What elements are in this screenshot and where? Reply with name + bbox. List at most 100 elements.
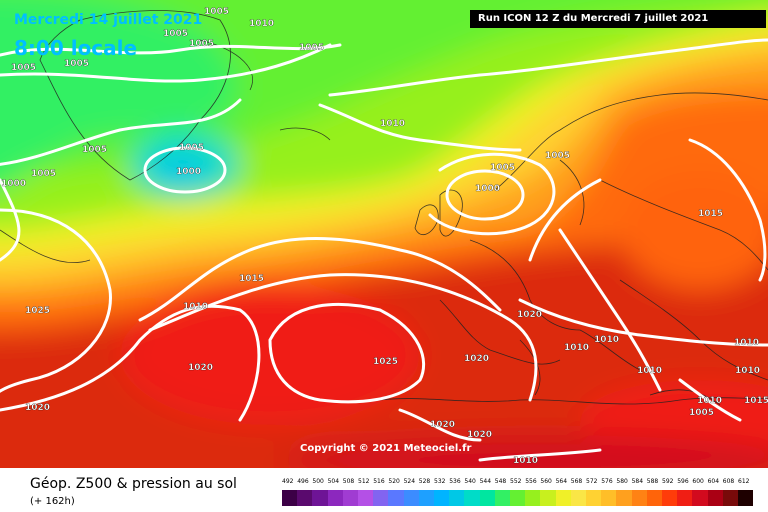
legend-color-swatch: [692, 490, 708, 506]
legend-color-swatch: [662, 490, 678, 506]
legend-color-swatch: [616, 490, 632, 506]
legend-value-label: 592: [662, 478, 674, 485]
legend-value-label: 528: [418, 478, 431, 485]
isobar-label: 1015: [744, 396, 768, 406]
isobar-label: 1010: [734, 338, 759, 348]
legend-color-swatch: [327, 490, 343, 506]
isobar-label: 1020: [517, 310, 542, 320]
isobar-label: 1010: [564, 343, 589, 353]
legend-value-label: 604: [707, 478, 720, 485]
legend-value-label: 504: [327, 478, 340, 485]
isobar-label: 1010: [513, 456, 538, 466]
coastlines: [0, 10, 768, 406]
weather-map: 1005 1010 1005 1005 1005 1005 1005 1010 …: [0, 0, 768, 468]
isobar-label: 1015: [698, 209, 723, 219]
isobar-label: 1005: [179, 143, 204, 153]
isobar-label: 1005: [163, 29, 188, 39]
legend-value-label: 612: [738, 478, 750, 485]
isobar-label: 1010: [697, 396, 722, 406]
isobar-label: 1010: [183, 302, 208, 312]
isobar-label: 1005: [204, 7, 229, 17]
legend-color-swatch: [646, 490, 662, 506]
forecast-date: Mercredi 14 juillet 2021: [14, 12, 203, 28]
legend-color-swatch: [449, 490, 465, 506]
legend-color-swatch: [677, 490, 693, 506]
legend-color-swatch: [525, 490, 541, 506]
legend-color-swatch: [555, 490, 571, 506]
legend-value-label: 548: [494, 478, 507, 485]
map-variable-title: Géop. Z500 & pression au sol: [30, 476, 237, 492]
isobar-label: 1010: [380, 119, 405, 129]
forecast-time: 8:00 locale: [14, 36, 138, 60]
forecast-lead-time: (+ 162h): [30, 496, 75, 507]
legend-value-label: 512: [358, 478, 370, 485]
legend-value-label: 580: [616, 478, 628, 485]
legend-value-label: 524: [403, 478, 416, 485]
isobar-labels: 1005 1010 1005 1005 1005 1005 1005 1010 …: [1, 7, 768, 466]
legend-color-swatch: [631, 490, 647, 506]
isobar-label: 1020: [467, 430, 492, 440]
legend-color-swatch: [342, 490, 358, 506]
legend-color-swatch: [464, 490, 480, 506]
legend-value-label: 584: [631, 478, 644, 485]
isobar-label: 1020: [25, 403, 50, 413]
legend-color-swatch: [601, 490, 617, 506]
isobar-label: 1020: [430, 420, 455, 430]
legend-value-label: 520: [388, 478, 400, 485]
legend-value-label: 596: [677, 478, 689, 485]
legend-value-label: 492: [282, 478, 294, 485]
legend-value-label: 572: [586, 478, 598, 485]
isobar-label: 1005: [490, 163, 515, 173]
copyright-notice: Copyright © 2021 Meteociel.fr: [300, 443, 472, 454]
isobar-label: 1010: [249, 19, 274, 29]
legend-value-label: 564: [555, 478, 568, 485]
legend-color-swatch: [479, 490, 495, 506]
isobar-label: 1020: [188, 363, 213, 373]
legend-color-swatch: [510, 490, 526, 506]
legend-color-swatch: [403, 490, 419, 506]
legend-value-label: 516: [373, 478, 385, 485]
legend-value-label: 540: [464, 478, 476, 485]
legend-value-label: 588: [646, 478, 659, 485]
legend-value-label: 568: [570, 478, 583, 485]
isobar-label: 1000: [1, 179, 26, 189]
legend-color-swatch: [434, 490, 450, 506]
isobars: [0, 38, 768, 462]
legend-color-swatch: [738, 490, 754, 506]
isobar-label: 1025: [373, 357, 398, 367]
legend-color-swatch: [494, 490, 510, 506]
isobar-label: 1010: [735, 366, 760, 376]
isobar-label: 1005: [545, 151, 570, 161]
legend-color-swatch: [312, 490, 328, 506]
legend-value-label: 544: [479, 478, 492, 485]
isobar-label: 1010: [594, 335, 619, 345]
legend-color-swatch: [707, 490, 723, 506]
map-footer: Géop. Z500 & pression au sol (+ 162h) 49…: [0, 468, 768, 512]
legend-value-label: 500: [312, 478, 324, 485]
legend-value-label: 600: [692, 478, 704, 485]
isobar-label: 1005: [689, 408, 714, 418]
legend-color-swatch: [570, 490, 586, 506]
isobar-label: 1015: [239, 274, 264, 284]
isobar-label: 1000: [176, 167, 201, 177]
legend-color-swatch: [373, 490, 389, 506]
legend-color-swatch: [297, 490, 313, 506]
legend-color-swatch: [722, 490, 738, 506]
legend-color-swatch: [586, 490, 602, 506]
legend-color-swatch: [540, 490, 556, 506]
legend-value-label: 576: [601, 478, 613, 485]
legend-color-swatch: [388, 490, 404, 506]
isobar-label: 1025: [25, 306, 50, 316]
legend-value-label: 508: [342, 478, 355, 485]
isobar-label: 1005: [82, 145, 107, 155]
legend-color-swatch: [282, 490, 298, 506]
isobar-label: 1005: [299, 43, 324, 53]
legend-value-label: 556: [525, 478, 537, 485]
legend-value-label: 536: [449, 478, 461, 485]
legend-value-label: 532: [434, 478, 446, 485]
isobar-label: 1005: [31, 169, 56, 179]
geopotential-field: [0, 0, 768, 468]
color-scale-legend: 492 496 500 504 508 512 516 520 524 528 532 536 540 5…: [282, 478, 754, 510]
model-run-label: Run ICON 12 Z du Mercredi 7 juillet 2021: [470, 10, 766, 28]
